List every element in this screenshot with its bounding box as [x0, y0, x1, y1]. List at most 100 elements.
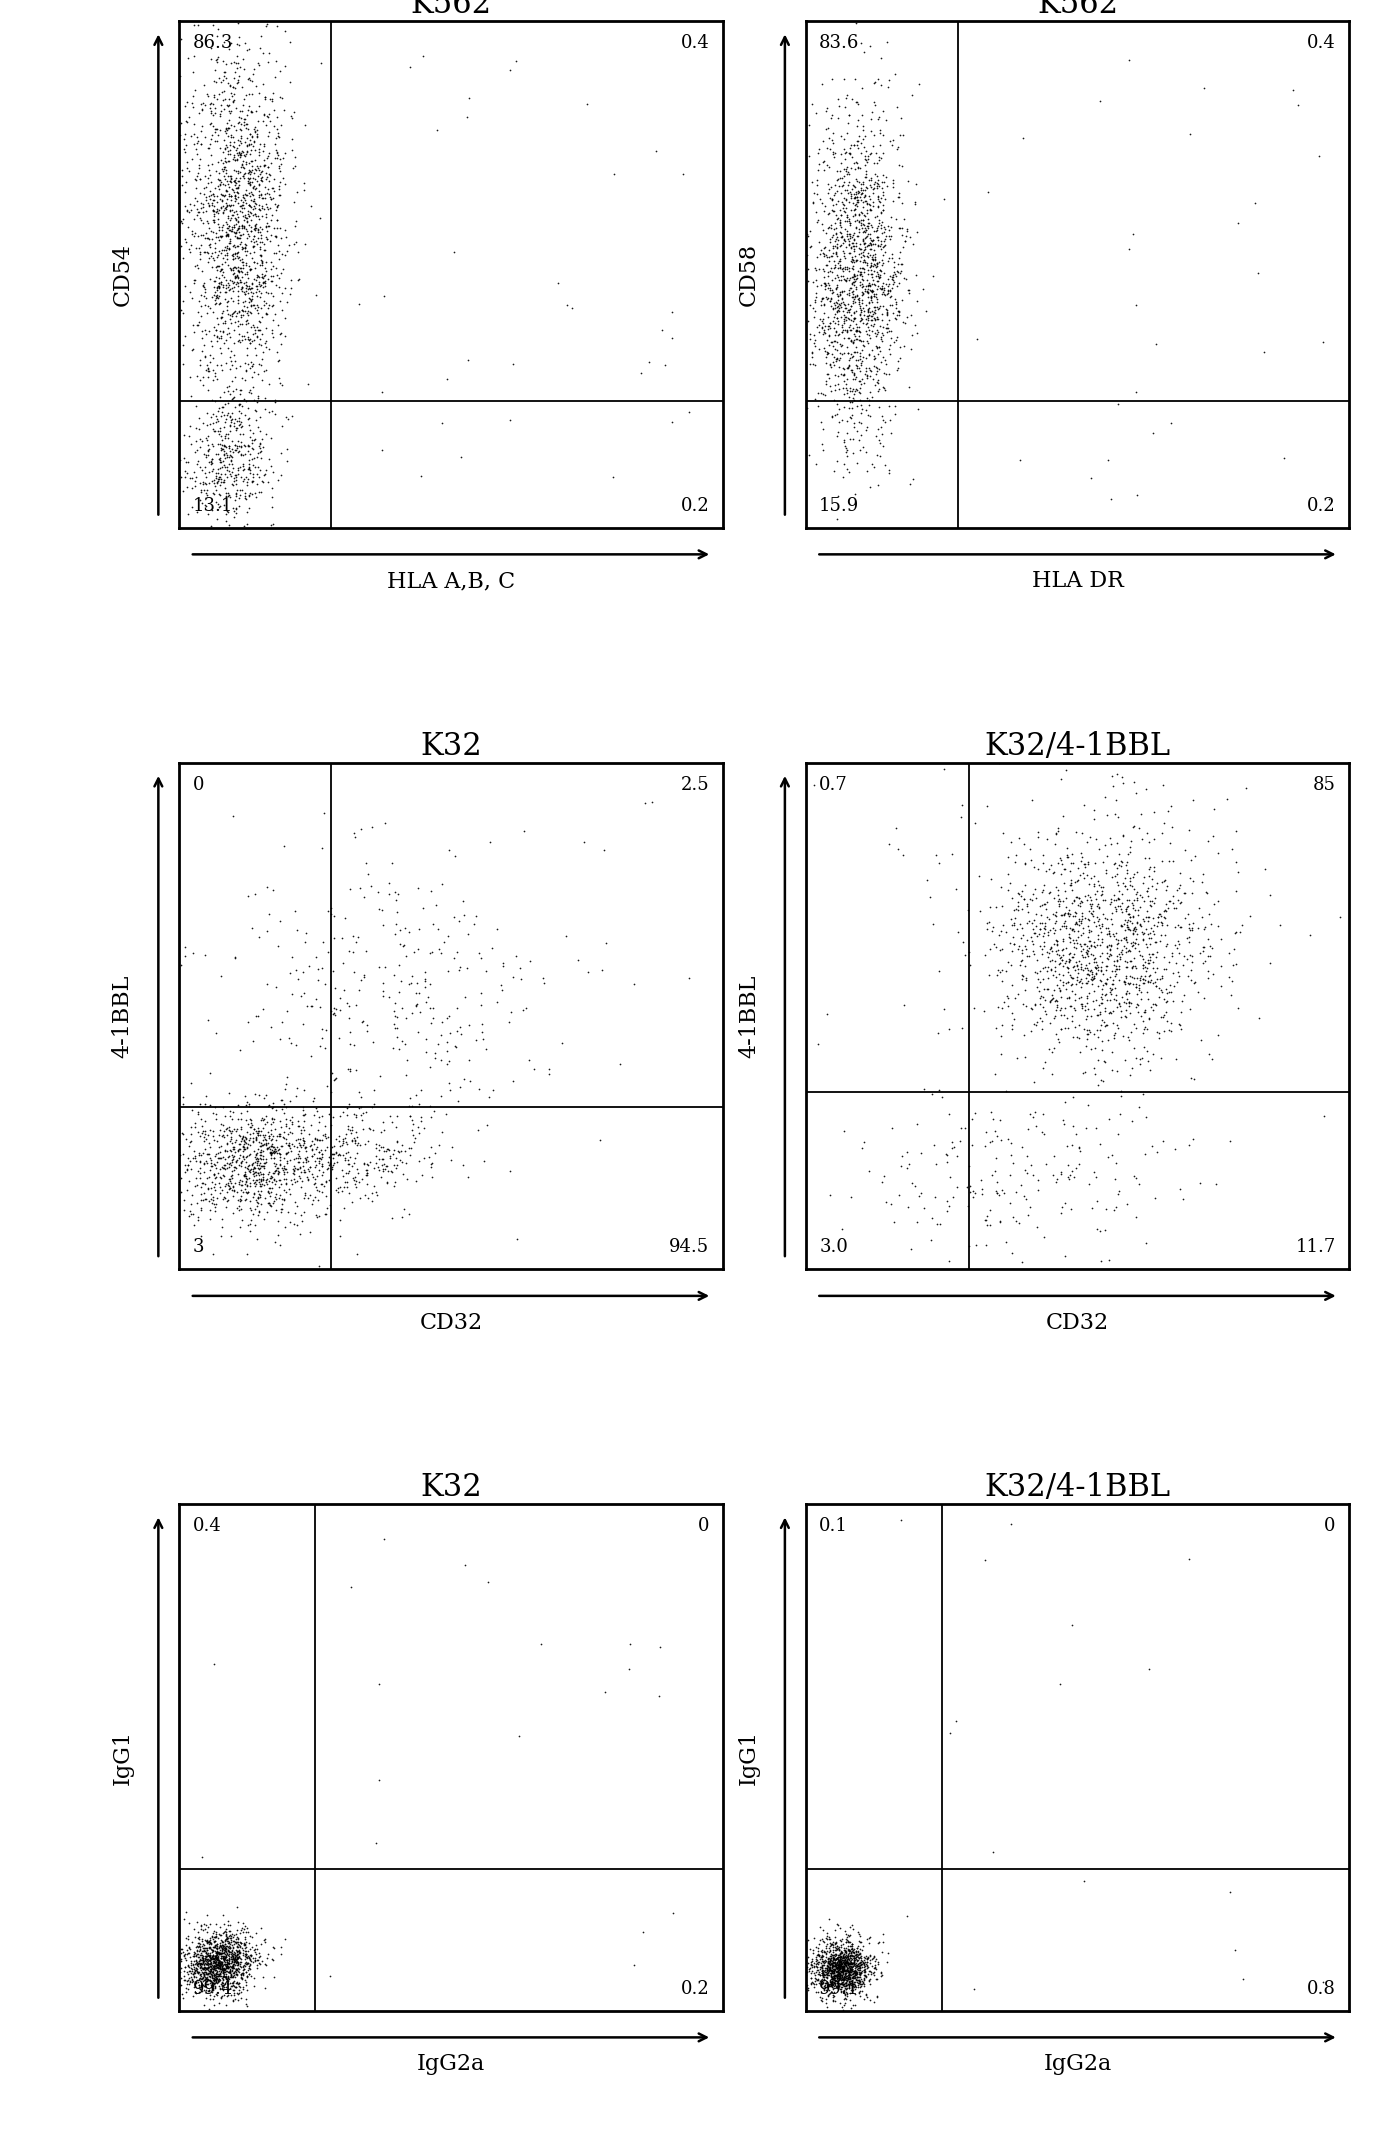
Point	[201, 1942, 223, 1976]
Point	[1062, 922, 1084, 956]
Point	[191, 453, 213, 488]
Point	[866, 263, 888, 297]
Point	[830, 1940, 852, 1974]
Point	[218, 233, 240, 267]
Point	[322, 1129, 344, 1164]
Point	[1199, 907, 1221, 941]
Point	[825, 1932, 847, 1966]
Point	[1002, 926, 1024, 960]
Point	[212, 255, 234, 289]
Point	[297, 1144, 319, 1179]
Point	[241, 421, 263, 456]
Point	[1045, 937, 1067, 971]
Point	[1055, 890, 1077, 924]
Point	[1132, 963, 1154, 997]
Point	[881, 167, 903, 201]
Point	[1179, 924, 1201, 958]
Point	[829, 1955, 851, 1989]
Point	[825, 1942, 847, 1976]
Point	[845, 306, 868, 340]
Point	[205, 1102, 227, 1136]
Point	[237, 163, 259, 197]
Point	[845, 312, 868, 347]
Point	[215, 53, 237, 88]
Point	[811, 280, 833, 314]
Point	[264, 1136, 286, 1170]
Point	[330, 922, 353, 956]
Point	[856, 212, 879, 246]
Point	[190, 278, 212, 312]
Point	[224, 372, 246, 406]
Point	[207, 186, 229, 220]
Point	[227, 240, 249, 274]
Point	[1126, 986, 1148, 1020]
Point	[220, 1949, 242, 1983]
Point	[829, 1959, 851, 1994]
Point	[231, 216, 253, 250]
Point	[819, 1968, 841, 2002]
Point	[812, 1949, 834, 1983]
Point	[847, 130, 869, 165]
Point	[862, 186, 884, 220]
Point	[829, 1938, 851, 1972]
Point	[1104, 783, 1126, 817]
Point	[854, 160, 876, 195]
Point	[211, 1209, 233, 1243]
Point	[832, 1953, 854, 1987]
Point	[237, 321, 259, 355]
Point	[818, 1979, 840, 2013]
Point	[224, 1125, 246, 1159]
Point	[263, 1140, 285, 1174]
Point	[256, 222, 278, 257]
Point	[227, 64, 249, 98]
Point	[1070, 836, 1092, 871]
Point	[1000, 1125, 1022, 1159]
Point	[828, 1964, 850, 1998]
Point	[235, 460, 257, 494]
Point	[209, 1934, 231, 1968]
Point	[263, 297, 285, 332]
Point	[185, 1936, 207, 1970]
Point	[350, 1091, 372, 1125]
Point	[284, 1196, 306, 1230]
Point	[837, 1946, 859, 1981]
Point	[823, 291, 845, 325]
Point	[1146, 939, 1168, 973]
Point	[843, 1942, 865, 1976]
Point	[234, 233, 256, 267]
Point	[1198, 939, 1220, 973]
Point	[1024, 909, 1047, 943]
Point	[354, 1127, 376, 1161]
Point	[204, 1951, 226, 1985]
Point	[257, 1185, 280, 1219]
Point	[840, 1966, 862, 2000]
Point	[191, 92, 213, 126]
Point	[618, 1651, 640, 1686]
Point	[836, 218, 858, 252]
Point	[231, 1129, 253, 1164]
Point	[229, 1917, 251, 1951]
Point	[844, 1972, 866, 2006]
Point	[1108, 847, 1131, 881]
Point	[311, 952, 333, 986]
Point	[870, 180, 892, 214]
Point	[218, 111, 240, 145]
Point	[230, 297, 252, 332]
Point	[209, 130, 231, 165]
Point	[213, 387, 235, 421]
Point	[244, 169, 266, 203]
Point	[847, 1953, 869, 1987]
Point	[266, 203, 288, 237]
Point	[211, 1923, 233, 1957]
Point	[235, 1946, 257, 1981]
Point	[209, 426, 231, 460]
Point	[196, 1961, 218, 1996]
Point	[218, 1166, 240, 1200]
Point	[207, 1944, 229, 1979]
Point	[245, 1138, 267, 1172]
Point	[205, 154, 227, 188]
Point	[259, 396, 281, 430]
Point	[398, 1198, 420, 1232]
Point	[843, 1940, 865, 1974]
Point	[205, 216, 227, 250]
